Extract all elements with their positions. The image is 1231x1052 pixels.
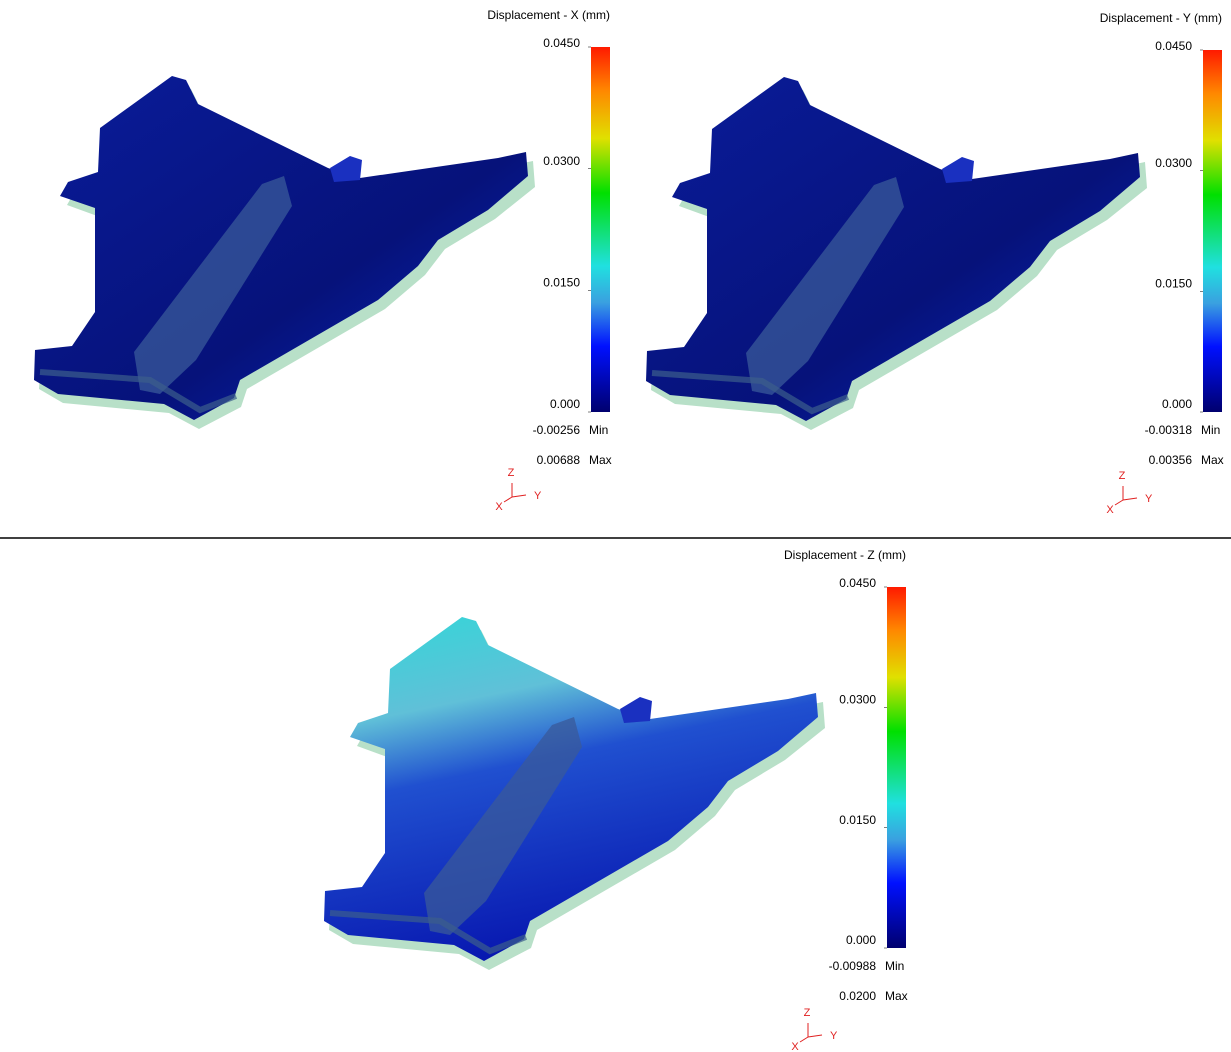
min-value: -0.00318 [1145, 423, 1193, 437]
triad-lines [800, 1023, 822, 1042]
min-label: Min [589, 423, 608, 437]
triad-lines [1115, 486, 1137, 505]
page: Displacement - X (mm) 0.000 0.0150 0.0300 0.… [0, 0, 1231, 1052]
triad-y: Y [534, 490, 542, 502]
axis-triad: Z Y X [495, 467, 542, 513]
scale-label: 0.0300 [1155, 156, 1192, 170]
triad-z: Z [1119, 470, 1126, 482]
part-render [324, 617, 825, 970]
max-value: 0.00688 [537, 453, 581, 467]
min-label: Min [885, 959, 904, 973]
legend-title: Displacement - Y (mm) [1100, 11, 1222, 25]
max-label: Max [885, 989, 908, 1003]
axis-triad: Z Y X [1106, 470, 1153, 516]
scale-label: 0.0300 [839, 693, 876, 707]
triad-y: Y [830, 1030, 838, 1042]
triad-x: X [1106, 504, 1114, 516]
triad-z: Z [804, 1007, 811, 1019]
part-render [646, 77, 1147, 430]
max-label: Max [1201, 453, 1224, 467]
legend-title: Displacement - Z (mm) [784, 548, 906, 562]
triad-x: X [791, 1041, 799, 1052]
color-bar [591, 47, 610, 412]
scale-label: 0.000 [1162, 397, 1192, 411]
color-bar [887, 587, 906, 948]
scale-label: 0.0300 [543, 154, 580, 168]
triad-x: X [495, 501, 503, 513]
legend: Displacement - Z (mm) 0.000 0.0150 0.0300 0.… [784, 548, 908, 1003]
max-value: 0.0200 [839, 989, 876, 1003]
scale-label: 0.000 [550, 397, 580, 411]
color-bar [1203, 50, 1222, 412]
triad-lines [504, 483, 526, 502]
min-value: -0.00256 [533, 423, 581, 437]
axis-triad: Z Y X [791, 1007, 838, 1052]
triad-z: Z [508, 467, 515, 479]
triad-y: Y [1145, 493, 1153, 505]
min-value: -0.00988 [829, 959, 877, 973]
min-label: Min [1201, 423, 1220, 437]
max-label: Max [589, 453, 612, 467]
scale-label: 0.0150 [543, 276, 580, 290]
part-render [34, 76, 535, 429]
scale-label: 0.0150 [1155, 277, 1192, 291]
results-view: Displacement - X (mm) 0.000 0.0150 0.0300 0.… [0, 0, 1231, 1052]
scale-label: 0.000 [846, 933, 876, 947]
max-value: 0.00356 [1149, 453, 1193, 467]
part-renders [34, 76, 1147, 970]
scale-label: 0.0150 [839, 813, 876, 827]
scale-label: 0.0450 [839, 576, 876, 590]
legend: Displacement - Y (mm) 0.000 0.0150 0.0300 0.… [1100, 11, 1224, 467]
scale-label: 0.0450 [1155, 39, 1192, 53]
scale-label: 0.0450 [543, 36, 580, 50]
legend: Displacement - X (mm) 0.000 0.0150 0.0300 0.… [487, 8, 611, 467]
legend-title: Displacement - X (mm) [487, 8, 610, 22]
